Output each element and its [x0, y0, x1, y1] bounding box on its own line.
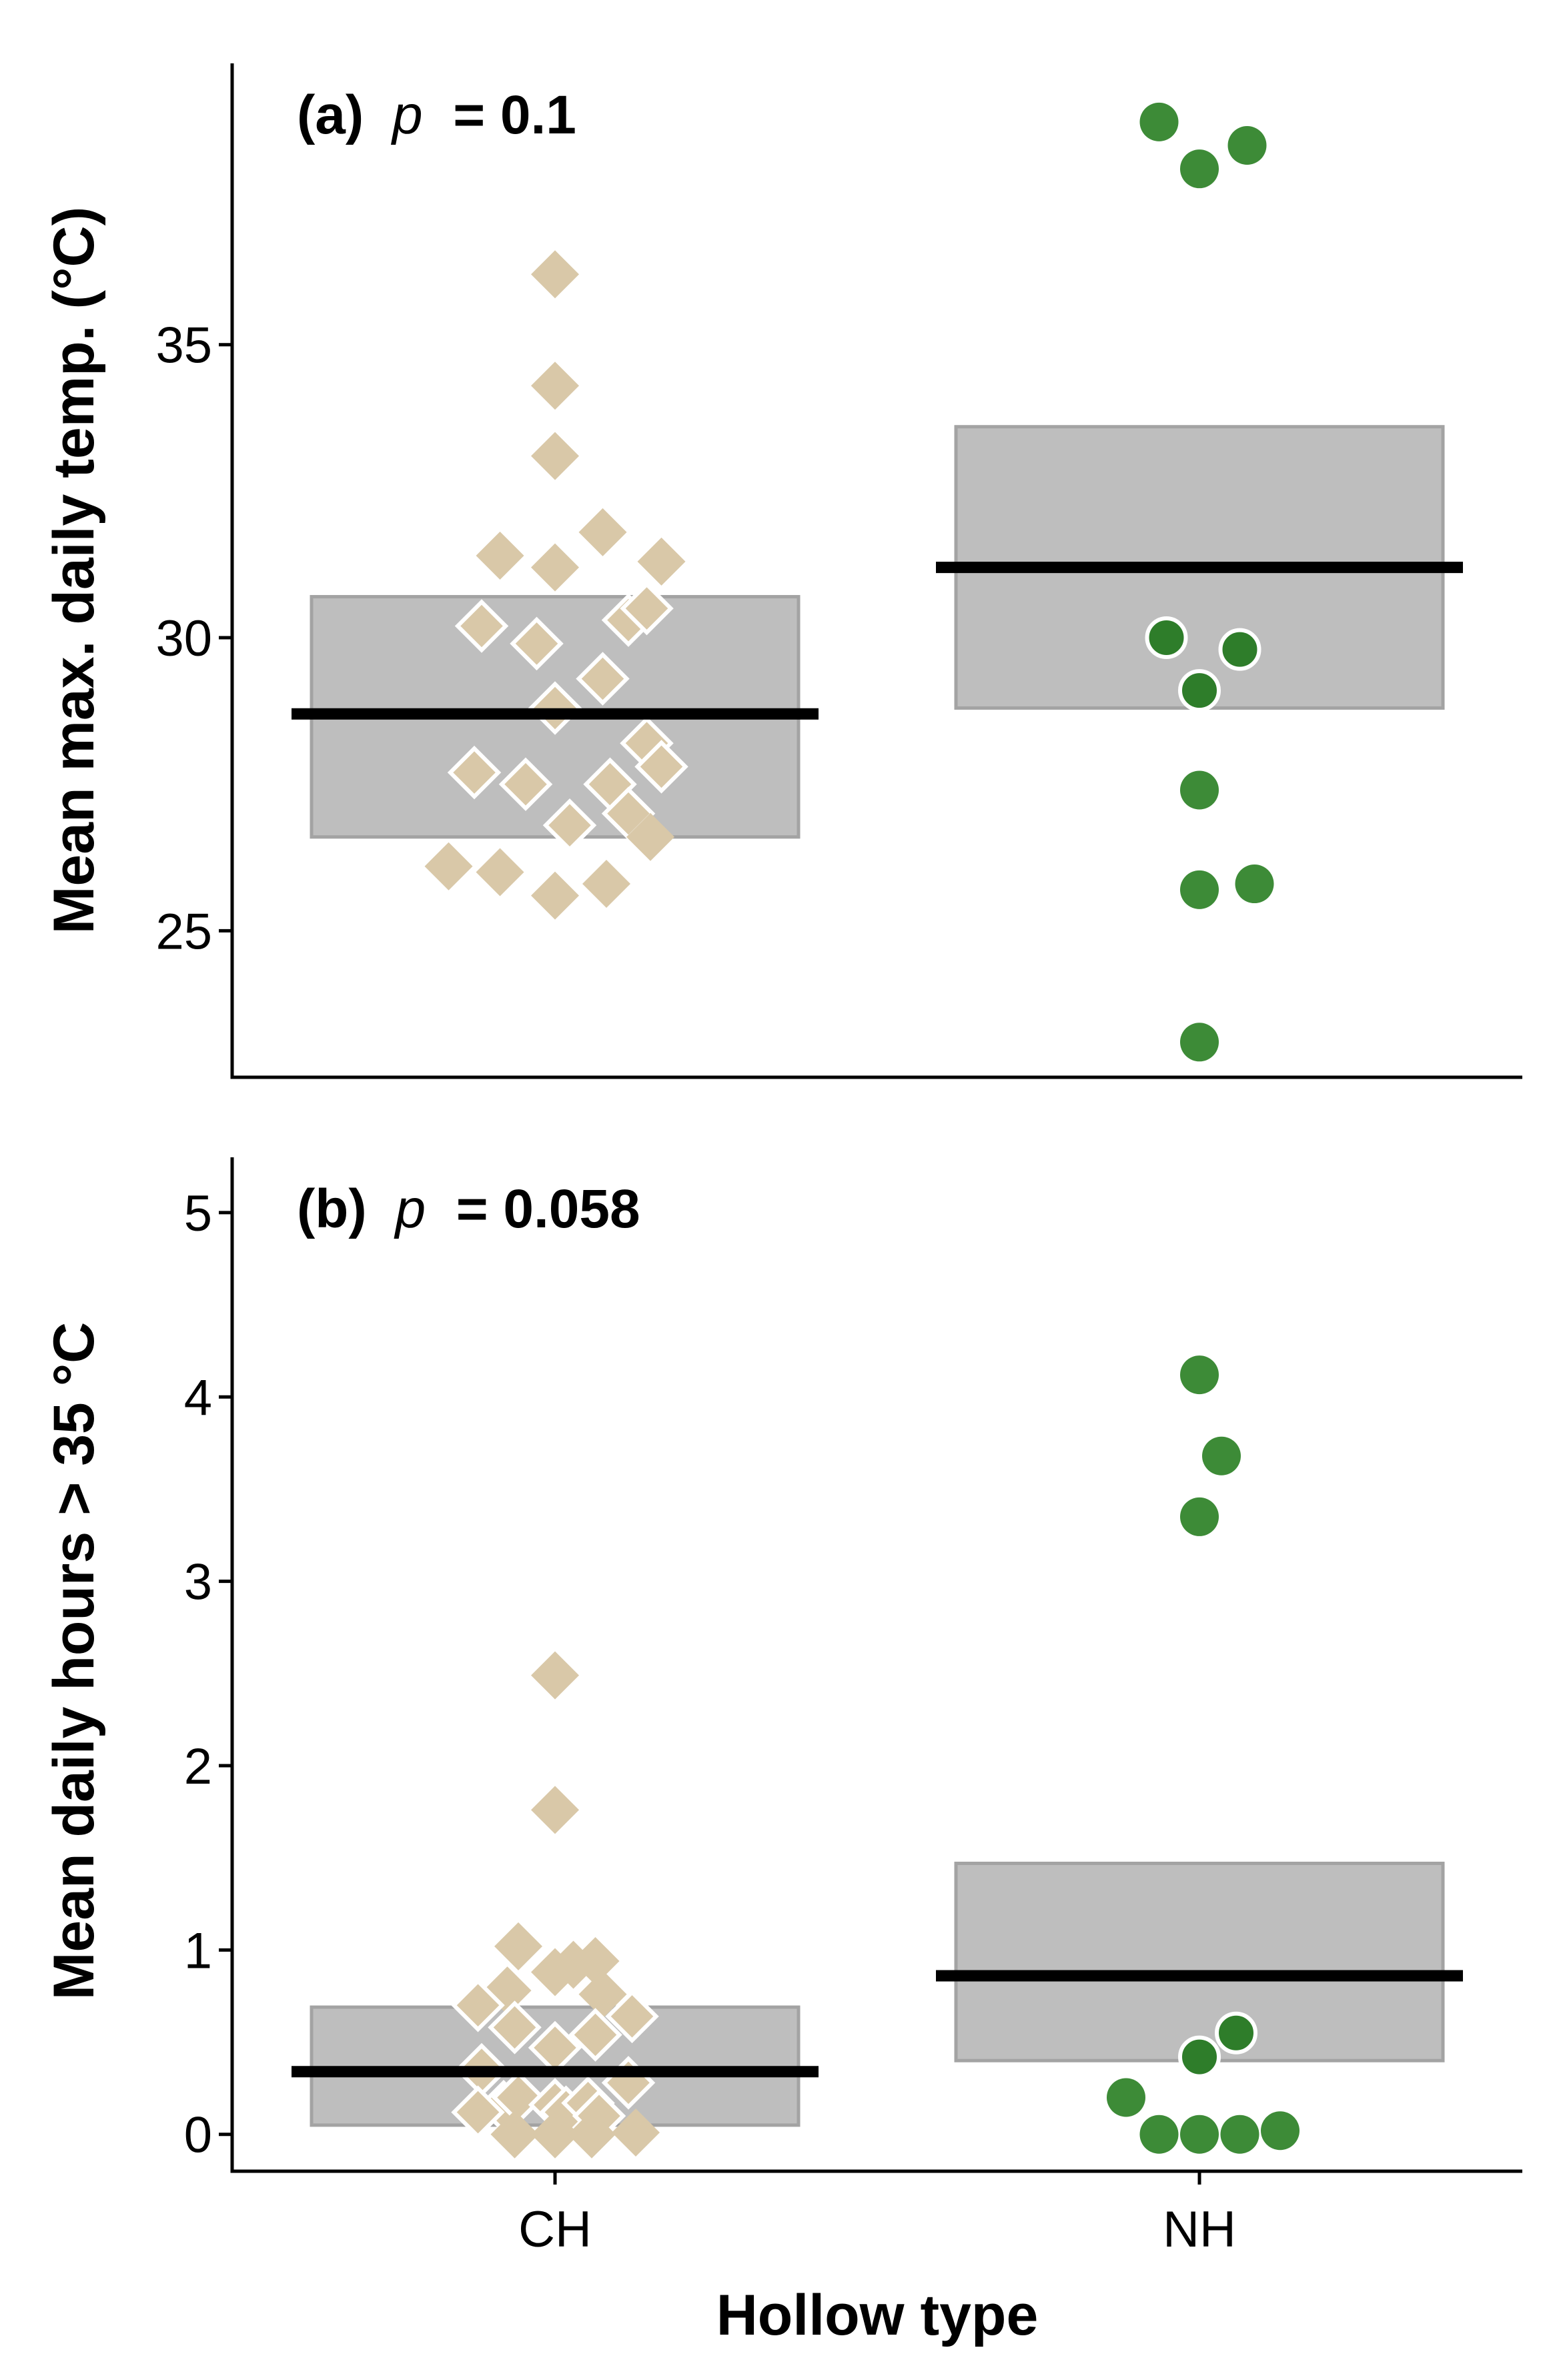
nh-point: [1139, 2115, 1179, 2154]
p-symbol: p: [390, 85, 423, 145]
x-tick-label-nh: NH: [1163, 2201, 1236, 2258]
ch-point: [531, 250, 579, 299]
ch-point: [578, 508, 627, 556]
nh-point: [1180, 149, 1219, 189]
ch-point: [637, 537, 686, 586]
y-ticks: 0 1 2 3 4 5: [184, 1185, 232, 2164]
nh-point: [1227, 126, 1267, 165]
x-axis: CH NH Hollow type: [518, 2171, 1236, 2347]
ch-point: [578, 1970, 627, 2018]
ch-point: [531, 1786, 579, 1834]
ch-point: [531, 362, 579, 410]
panel-letter: (a): [297, 85, 364, 145]
nh-point: [1215, 2011, 1257, 2054]
nh-point: [1218, 628, 1261, 671]
nh-point: [1180, 1355, 1219, 1395]
ch-point: [451, 1978, 505, 2032]
ch-point: [568, 2110, 616, 2159]
y-tick-label: 4: [184, 1369, 212, 1426]
ch-point: [494, 1922, 542, 1970]
ch-point: [531, 432, 579, 480]
panel-b: 0 1 2 3 4 5 Mean daily hours > 35 °C (b) p = …: [42, 1157, 1522, 2173]
mean-lines: [292, 562, 1463, 720]
ch-point: [626, 812, 674, 861]
y-tick-label: 2: [184, 1738, 212, 1795]
nh-point: [1178, 2035, 1221, 2078]
ch-point: [531, 1651, 579, 1700]
ch-point: [612, 2108, 660, 2157]
ch-point: [528, 681, 582, 735]
ch-point: [454, 599, 509, 653]
nh-point: [1180, 2115, 1219, 2154]
nh-point: [1220, 2115, 1259, 2154]
p-value: = 0.058: [441, 1179, 640, 1239]
nh-point: [1180, 870, 1219, 909]
nh-point: [1180, 770, 1219, 810]
nh-point: [1261, 2111, 1300, 2151]
ch-point: [576, 652, 630, 706]
ch-point: [571, 1936, 620, 1985]
ch-point: [605, 1989, 659, 2044]
panel-label: (b) p = 0.058: [297, 1179, 640, 1239]
ch-point: [510, 616, 564, 671]
panel-a: 25 30 35 Mean max. daily temp. (°C) (a) p …: [42, 63, 1522, 1079]
ch-point: [531, 1948, 579, 1996]
y-ticks: 25 30 35: [155, 318, 232, 960]
nh-point: [1235, 864, 1274, 904]
ch-point: [568, 2008, 622, 2062]
data-points: [451, 1355, 1300, 2159]
ch-point: [634, 740, 688, 794]
mean-lines: [292, 1970, 1463, 2078]
y-tick-label: 5: [184, 1185, 212, 1242]
ch-point: [476, 848, 524, 897]
y-tick-label: 1: [184, 1922, 212, 1979]
y-axis-title: Mean daily hours > 35 °C: [42, 1322, 106, 2000]
nh-point: [1178, 669, 1221, 712]
ci-box-nh: [954, 1861, 1445, 2062]
ch-point: [582, 860, 630, 909]
nh-point: [1107, 2078, 1145, 2117]
nh-point: [1145, 616, 1188, 660]
ch-point: [451, 2085, 505, 2139]
ch-point: [447, 745, 502, 800]
panel-letter: (b): [297, 1179, 367, 1239]
p-symbol: p: [394, 1179, 426, 1239]
ch-point: [424, 842, 473, 890]
ch-point: [488, 2000, 542, 2054]
ch-point: [531, 2110, 579, 2159]
p-value: = 0.1: [438, 85, 576, 145]
y-axis-title: Mean max. daily temp. (°C): [42, 207, 106, 935]
ch-point: [620, 581, 674, 636]
nh-point: [1139, 102, 1179, 141]
y-tick-label: 35: [155, 318, 212, 374]
x-tick-label-ch: CH: [518, 2201, 592, 2258]
nh-point: [1202, 1436, 1241, 1475]
ch-point: [498, 757, 553, 811]
x-axis-title: Hollow type: [716, 2283, 1039, 2347]
ch-point: [476, 532, 524, 580]
ch-point: [531, 543, 579, 592]
y-tick-label: 30: [155, 610, 212, 667]
y-tick-label: 25: [155, 903, 212, 960]
axis-lines: [230, 1157, 1522, 2173]
ch-point: [490, 2110, 539, 2159]
ch-point: [531, 871, 579, 920]
data-points: [424, 102, 1274, 1062]
nh-point: [1180, 1023, 1219, 1062]
y-tick-label: 0: [184, 2107, 212, 2164]
panel-label: (a) p = 0.1: [297, 85, 576, 145]
nh-point: [1180, 1497, 1219, 1536]
y-tick-label: 3: [184, 1554, 212, 1611]
axis-lines: [230, 63, 1522, 1079]
ch-point: [542, 798, 597, 852]
